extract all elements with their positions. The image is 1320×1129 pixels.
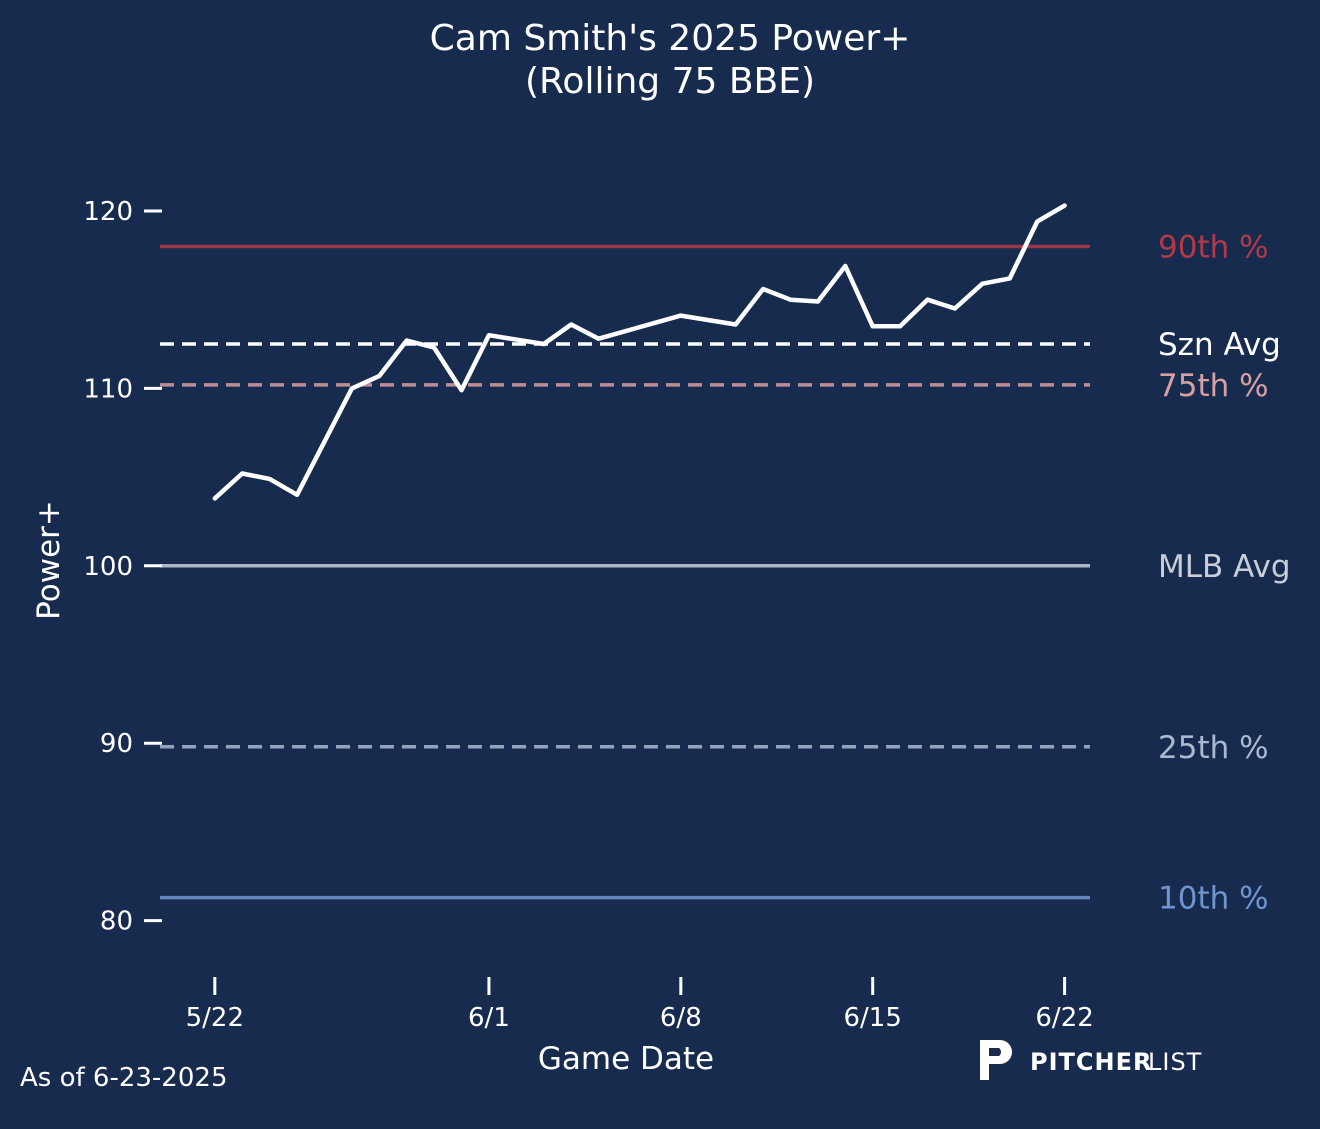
ref-label-25th: 25th % [1158, 730, 1269, 766]
x-tick-label-6-22: 6/22 [1035, 1003, 1093, 1033]
data-point [542, 342, 546, 346]
data-point [432, 346, 436, 350]
x-axis-label: Game Date [538, 1041, 714, 1077]
y-axis: 80 90 100 110 120 [83, 197, 162, 937]
y-tick-label-90: 90 [100, 729, 133, 759]
data-point [377, 374, 381, 378]
x-tick-label-5-22: 5/22 [186, 1003, 244, 1033]
y-axis-label: Power+ [31, 500, 67, 620]
data-point [953, 307, 957, 311]
data-point [679, 314, 683, 318]
data-point [816, 299, 820, 303]
ref-label-75th: 75th % [1158, 368, 1269, 404]
chart-title: Cam Smith's 2025 Power+ [430, 18, 911, 59]
data-point [1035, 220, 1039, 224]
y-tick-label-80: 80 [100, 907, 133, 937]
data-point [240, 472, 244, 476]
data-point [405, 338, 409, 342]
data-point [213, 496, 217, 500]
ref-label-90th: 90th % [1158, 229, 1269, 265]
y-tick-label-100: 100 [83, 552, 133, 582]
chart-subtitle: (Rolling 75 BBE) [525, 61, 815, 102]
ref-label-mlb-avg: MLB Avg [1158, 549, 1291, 585]
x-axis: 5/22 6/1 6/8 6/15 6/22 [186, 977, 1094, 1033]
series-group [212, 203, 1067, 501]
pitcherlist-logo: PITCHER LIST [980, 1040, 1202, 1080]
y-tick-label-110: 110 [83, 374, 133, 404]
x-tick-label-6-8: 6/8 [660, 1003, 702, 1033]
ref-label-10th: 10th % [1158, 881, 1269, 917]
data-point [1008, 276, 1012, 280]
data-point [569, 323, 573, 327]
brand-name-bold: PITCHER [1030, 1048, 1152, 1076]
data-point [871, 324, 875, 328]
y-tick-label-120: 120 [83, 197, 133, 227]
data-point [734, 323, 738, 327]
data-point [460, 388, 464, 392]
ref-label-szn-avg: Szn Avg [1158, 327, 1281, 363]
as-of-date: As of 6-23-2025 [20, 1063, 227, 1093]
data-point [843, 264, 847, 268]
pitcherlist-logo-icon [980, 1040, 1012, 1080]
reference-lines: 90th % Szn Avg 75th % MLB Avg 25th % 10th % [160, 229, 1291, 917]
data-point [926, 298, 930, 302]
data-point [295, 493, 299, 497]
data-point [597, 337, 601, 341]
data-point [487, 333, 491, 337]
data-point [268, 477, 272, 481]
data-point [322, 440, 326, 444]
data-point [1063, 204, 1067, 208]
data-point [761, 287, 765, 291]
x-tick-label-6-1: 6/1 [468, 1003, 510, 1033]
data-point [980, 282, 984, 286]
data-point [350, 386, 354, 390]
x-tick-label-6-15: 6/15 [844, 1003, 902, 1033]
brand-name-light: LIST [1148, 1048, 1202, 1076]
data-point [898, 324, 902, 328]
data-point [788, 298, 792, 302]
series-line-0 [212, 203, 1067, 501]
